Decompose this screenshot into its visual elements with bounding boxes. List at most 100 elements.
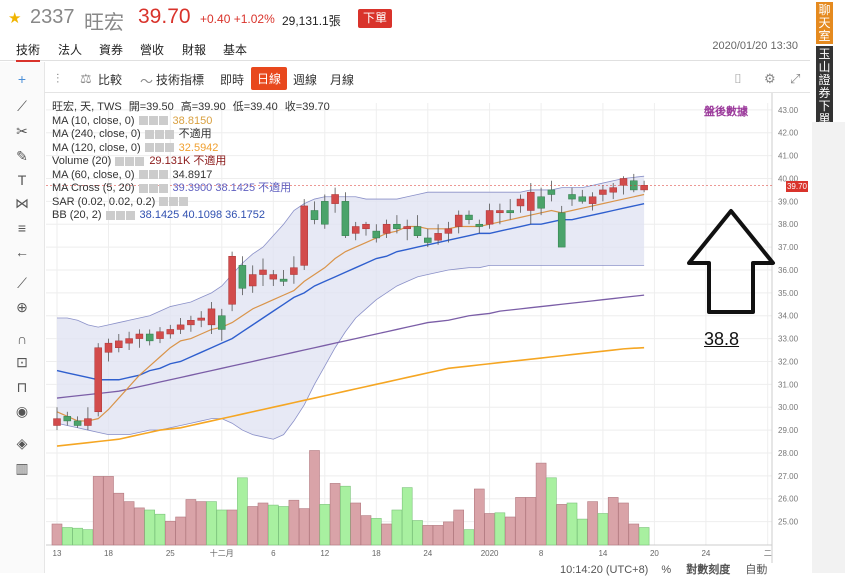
legend-controls[interactable] (144, 128, 175, 140)
daily-button[interactable]: 日線 (251, 67, 288, 90)
camera-icon[interactable]: ⌷ (734, 71, 742, 86)
log-scale-toggle[interactable]: 對數刻度 (686, 564, 731, 576)
legend-control-icon[interactable] (158, 116, 168, 126)
trendline-icon[interactable]: ⟋ (17, 98, 27, 114)
settings-icon[interactable]: ⚙ (764, 71, 776, 86)
tab-revenue[interactable]: 營收 (140, 43, 165, 57)
candle (331, 194, 339, 204)
pattern-icon[interactable]: ⋈ (15, 195, 29, 211)
tab-technical[interactable]: 技術 (16, 41, 41, 62)
candle (496, 210, 504, 214)
legend-control-icon[interactable] (144, 129, 154, 139)
layers-icon[interactable]: ◈ (16, 435, 28, 451)
legend-control-icon[interactable] (148, 183, 158, 193)
x-tick-label: 二 (764, 549, 772, 558)
legend-controls[interactable] (115, 155, 145, 167)
compare-icon[interactable]: ⚖ (80, 71, 92, 86)
volume-bar (298, 508, 310, 546)
fullscreen-icon[interactable]: ⤢ (790, 71, 801, 86)
legend-control-icon[interactable] (144, 143, 154, 153)
volume-bar (422, 525, 434, 546)
legend-control-icon[interactable] (169, 197, 179, 207)
lock-drawing-icon[interactable]: ⊡ (16, 354, 28, 370)
legend-controls[interactable] (105, 209, 136, 221)
legend-control-icon[interactable] (138, 116, 148, 126)
monthly-button[interactable]: 月線 (330, 73, 355, 87)
legend-label: BB (20, 2) (52, 209, 102, 221)
y-tick-label: 32.00 (778, 357, 799, 366)
legend-control-icon[interactable] (138, 183, 148, 193)
percent-toggle[interactable]: % (661, 564, 672, 576)
candle (187, 320, 195, 326)
magnet-icon[interactable]: ∩ (16, 331, 28, 347)
legend-control-icon[interactable] (154, 129, 164, 139)
legend-control-icon[interactable] (148, 170, 158, 180)
legend-control-icon[interactable] (148, 116, 158, 126)
zoom-in-icon[interactable]: ⊕ (16, 299, 28, 315)
chart-type-icon[interactable]: ⫶ (56, 71, 60, 86)
stock-name: 旺宏 (84, 12, 124, 34)
pitchfork-icon[interactable]: ✂ (16, 123, 28, 139)
back-arrow-icon[interactable]: ← (15, 244, 29, 260)
legend-controls[interactable] (138, 182, 169, 194)
volume-bar (113, 492, 125, 546)
weekly-button[interactable]: 週線 (293, 73, 318, 87)
legend-control-icon[interactable] (158, 170, 168, 180)
price-change: +0.40 +1.02% (200, 12, 275, 26)
legend-control-icon[interactable] (135, 156, 145, 166)
indicator-icon[interactable]: 〜 (140, 74, 154, 89)
eye-icon[interactable]: ◉ (15, 403, 29, 419)
legend-control-icon[interactable] (179, 197, 189, 207)
volume-bar (154, 513, 166, 546)
tab-margin[interactable]: 資券 (99, 43, 124, 57)
bb-upper-line (57, 175, 645, 328)
y-tick-label: 26.00 (778, 495, 799, 504)
tab-institutional[interactable]: 法人 (58, 43, 83, 57)
volume-bar (412, 520, 423, 546)
legend-controls[interactable] (159, 196, 189, 208)
legend-control-icon[interactable] (138, 170, 148, 180)
legend-control-icon[interactable] (115, 156, 125, 166)
legend-controls[interactable] (138, 169, 169, 181)
order-button[interactable]: 下單 (358, 9, 392, 28)
candle (424, 237, 432, 243)
text-tool-icon[interactable]: T (17, 172, 27, 188)
intraday-button[interactable]: 即時 (220, 73, 245, 87)
candle (568, 194, 576, 200)
legend-control-icon[interactable] (164, 129, 174, 139)
star-icon[interactable]: ★ (8, 10, 22, 27)
chat-room-button[interactable]: 聊天室 (816, 2, 833, 44)
volume-bar (134, 507, 145, 546)
legend-control-icon[interactable] (159, 197, 169, 207)
unlock-icon[interactable]: ⊓ (16, 379, 28, 395)
fib-icon[interactable]: ≡ (17, 220, 27, 236)
crosshair-icon[interactable]: + (17, 71, 27, 87)
candle (362, 223, 370, 230)
volume-bar (268, 504, 279, 546)
legend-control-icon[interactable] (115, 210, 125, 220)
tab-basic[interactable]: 基本 (223, 43, 248, 57)
legend-control-icon[interactable] (125, 210, 135, 220)
legend-control-icon[interactable] (158, 183, 168, 193)
legend-row: Volume (20) 29.131K 不適用 (52, 155, 330, 169)
legend-control-icon[interactable] (105, 210, 115, 220)
candle (115, 340, 123, 348)
volume-bar (257, 502, 269, 546)
volume-bar (144, 509, 155, 546)
ruler-icon[interactable]: ⟋ (17, 275, 27, 291)
legend-control-icon[interactable] (154, 143, 164, 153)
tab-financials[interactable]: 財報 (182, 43, 207, 57)
auto-scale-toggle[interactable]: 自動 (745, 564, 768, 576)
brush-icon[interactable]: ✎ (16, 148, 28, 164)
legend-control-icon[interactable] (164, 143, 174, 153)
volume-bar (195, 501, 207, 546)
legend-controls[interactable] (144, 142, 175, 154)
legend-control-icon[interactable] (125, 156, 135, 166)
compare-button[interactable]: 比較 (98, 73, 123, 87)
legend-controls[interactable] (138, 115, 169, 127)
indicators-button[interactable]: 技術指標 (156, 73, 205, 87)
esun-order-button[interactable]: 玉山證券下單 (816, 46, 833, 126)
y-tick-label: 43.00 (778, 106, 799, 115)
trash-icon[interactable]: ▥ (15, 460, 29, 476)
annotation-arrow-icon (687, 209, 775, 314)
